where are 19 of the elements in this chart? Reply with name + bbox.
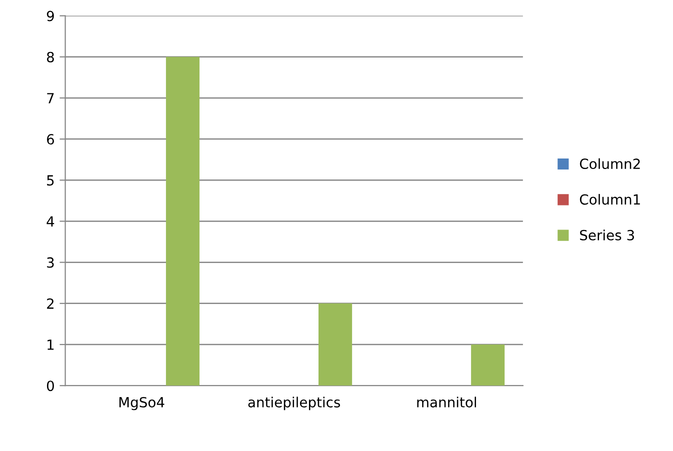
y-tick-label: 6 [47,134,54,145]
bar [166,56,200,386]
bar [471,344,505,386]
y-tick-label: 3 [47,257,54,268]
y-tick-label: 4 [46,216,54,227]
y-tick-label: 1 [48,340,54,350]
legend-label: Column1 [580,194,640,205]
y-tick-label: 5 [47,175,54,186]
y-tick-label: 8 [46,52,54,62]
x-tick-label: MgSo4 [119,396,164,410]
y-tick-label: 9 [46,10,54,22]
legend-label: Series 3 [580,230,634,240]
bar [318,303,352,386]
x-tick-label: mannitol [417,396,476,408]
y-tick-label: 2 [47,298,54,309]
x-tick-label: antiepileptics [248,396,340,410]
y-tick-label: 0 [46,380,54,392]
y-tick-label: 7 [47,93,54,104]
legend-label: Column2 [580,158,640,170]
